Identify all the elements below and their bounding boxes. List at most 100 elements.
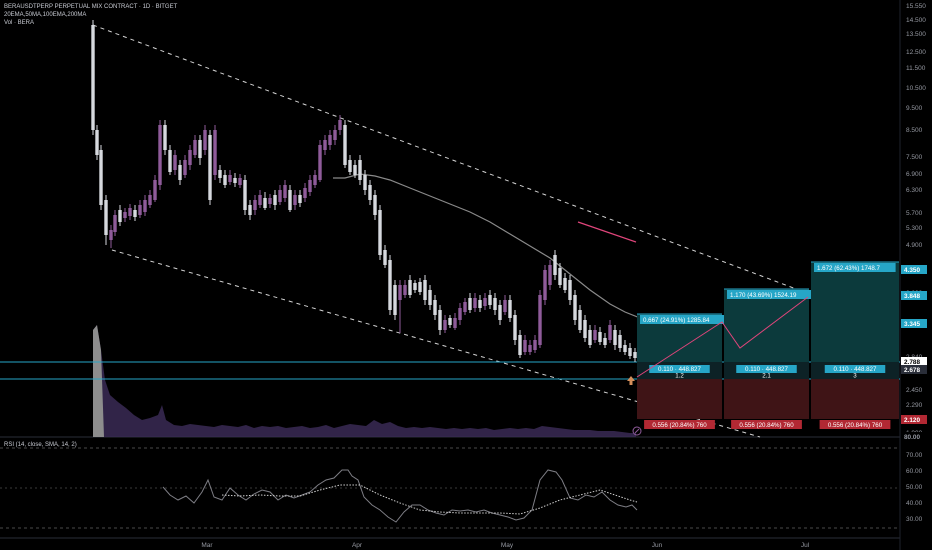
candle-body[interactable] — [153, 180, 157, 200]
candle-body[interactable] — [528, 345, 532, 352]
candle-body[interactable] — [193, 140, 197, 155]
candle-body[interactable] — [333, 130, 337, 140]
candle-body[interactable] — [478, 300, 482, 308]
rsi-pane[interactable] — [0, 447, 900, 529]
candle-body[interactable] — [498, 305, 502, 320]
candle-body[interactable] — [173, 155, 177, 170]
candle-body[interactable] — [378, 210, 382, 255]
candle-body[interactable] — [273, 195, 277, 205]
candle-body[interactable] — [148, 195, 152, 205]
candle-body[interactable] — [368, 185, 372, 200]
candle-body[interactable] — [518, 335, 522, 355]
candle-body[interactable] — [563, 278, 567, 290]
candle-body[interactable] — [91, 25, 95, 130]
candle-body[interactable] — [448, 318, 452, 325]
candle-body[interactable] — [633, 352, 637, 358]
candle-body[interactable] — [468, 298, 472, 310]
candle-body[interactable] — [383, 250, 387, 265]
candle-body[interactable] — [513, 315, 517, 340]
candle-body[interactable] — [113, 215, 117, 232]
candle-body[interactable] — [618, 335, 622, 348]
candle-body[interactable] — [198, 140, 202, 158]
candle-body[interactable] — [373, 195, 377, 215]
candle-body[interactable] — [593, 330, 597, 340]
candle-body[interactable] — [138, 205, 142, 215]
candle-body[interactable] — [523, 340, 527, 352]
candle-body[interactable] — [163, 125, 167, 150]
candle-body[interactable] — [353, 165, 357, 175]
price-pane[interactable]: 0.667 (24.91%) 1285.840.110 · 448.8271.2… — [0, 0, 901, 550]
candle-body[interactable] — [228, 175, 232, 182]
candle-body[interactable] — [128, 208, 132, 216]
candle-body[interactable] — [298, 195, 302, 203]
candle-body[interactable] — [568, 280, 572, 300]
candle-body[interactable] — [473, 298, 477, 308]
candle-body[interactable] — [603, 338, 607, 345]
indicators-legend[interactable]: 20EMA,50MA,100EMA,200MA — [4, 12, 87, 18]
candle-body[interactable] — [188, 150, 192, 165]
candle-body[interactable] — [303, 188, 307, 198]
candle-body[interactable] — [253, 200, 257, 210]
candle-body[interactable] — [313, 175, 317, 185]
candle-body[interactable] — [363, 175, 367, 190]
candle-body[interactable] — [293, 195, 297, 205]
candle-body[interactable] — [533, 340, 537, 350]
candle-body[interactable] — [104, 200, 108, 235]
rsi-legend[interactable]: RSI (14, close, SMA, 14, 2) — [4, 442, 77, 448]
candle-body[interactable] — [308, 180, 312, 192]
profit-zone[interactable] — [724, 289, 809, 362]
candle-body[interactable] — [328, 135, 332, 145]
candle-body[interactable] — [118, 210, 122, 222]
candle-body[interactable] — [133, 210, 137, 217]
candle-body[interactable] — [248, 205, 252, 215]
candle-body[interactable] — [348, 160, 352, 172]
candle-body[interactable] — [288, 190, 292, 210]
candle-body[interactable] — [268, 198, 272, 204]
candle-body[interactable] — [338, 120, 342, 130]
candle-body[interactable] — [243, 180, 247, 210]
candle-body[interactable] — [318, 145, 322, 180]
candle-body[interactable] — [438, 310, 442, 330]
pink-trend-line[interactable] — [577, 221, 637, 243]
candle-body[interactable] — [99, 150, 103, 205]
candle-body[interactable] — [343, 125, 347, 165]
candle-body[interactable] — [553, 255, 557, 275]
candle-body[interactable] — [158, 125, 162, 185]
candle-body[interactable] — [109, 230, 113, 240]
candle-body[interactable] — [323, 140, 327, 150]
candle-body[interactable] — [548, 265, 552, 285]
loss-zone[interactable] — [724, 379, 809, 419]
candle-body[interactable] — [508, 300, 512, 318]
candle-body[interactable] — [208, 135, 212, 200]
candle-body[interactable] — [483, 298, 487, 306]
candle-body[interactable] — [588, 330, 592, 345]
candle-body[interactable] — [443, 320, 447, 330]
candle-body[interactable] — [263, 198, 267, 208]
candle-body[interactable] — [238, 178, 242, 185]
candle-body[interactable] — [388, 260, 392, 310]
candle-body[interactable] — [123, 212, 127, 218]
candle-body[interactable] — [543, 270, 547, 300]
candle-body[interactable] — [213, 130, 217, 175]
candle-body[interactable] — [223, 175, 227, 185]
projection-path[interactable] — [636, 296, 809, 378]
candle-body[interactable] — [403, 285, 407, 295]
candle-body[interactable] — [393, 285, 397, 315]
candle-body[interactable] — [488, 295, 492, 305]
candle-body[interactable] — [458, 308, 462, 320]
candle-body[interactable] — [258, 195, 262, 205]
candle-body[interactable] — [95, 130, 99, 155]
candle-body[interactable] — [613, 330, 617, 345]
candle-body[interactable] — [178, 165, 182, 180]
loss-zone[interactable] — [811, 379, 899, 419]
candle-body[interactable] — [408, 280, 412, 295]
candle-body[interactable] — [598, 332, 602, 342]
candle-body[interactable] — [538, 295, 542, 345]
candle-body[interactable] — [453, 318, 457, 328]
candle-body[interactable] — [463, 302, 467, 312]
candle-body[interactable] — [558, 268, 562, 285]
loss-zone[interactable] — [637, 379, 722, 419]
candle-body[interactable] — [218, 170, 222, 178]
candle-body[interactable] — [433, 300, 437, 315]
candle-body[interactable] — [493, 298, 497, 310]
